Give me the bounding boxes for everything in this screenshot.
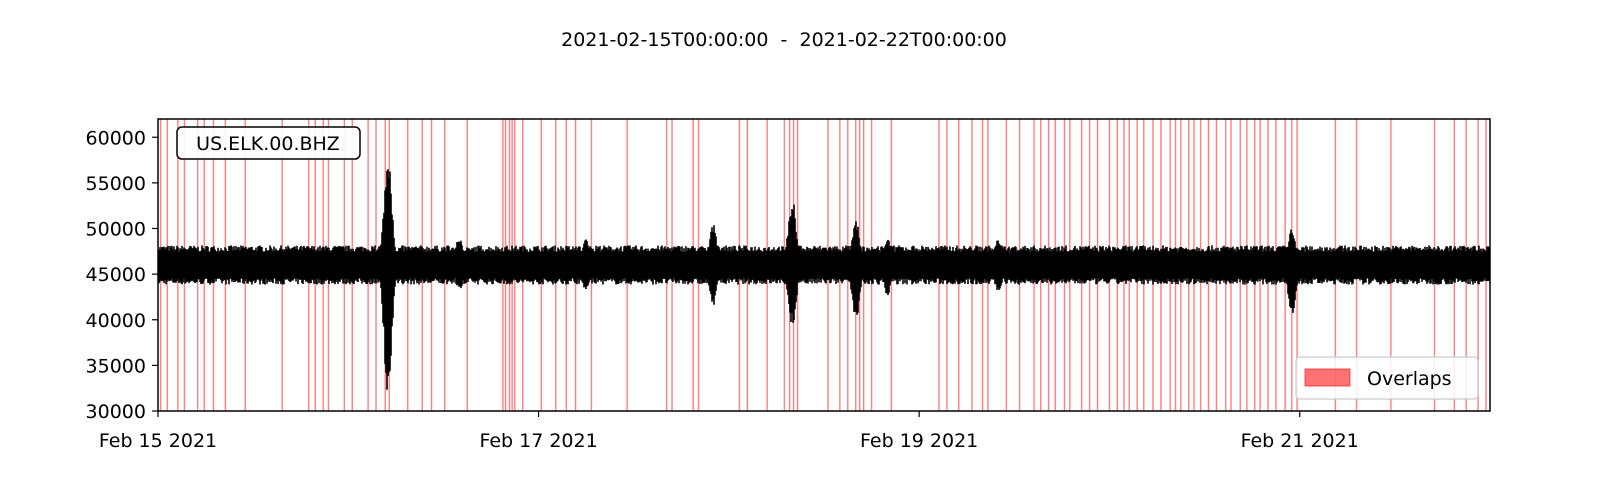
chart-title: 2021-02-15T00:00:00 - 2021-02-22T00:00:0… — [561, 29, 1007, 51]
x-tick-label: Feb 19 2021 — [860, 430, 978, 452]
trace-waveform — [158, 169, 1490, 390]
y-axis: 30000 35000 40000 45000 50000 55000 60000 — [86, 127, 158, 423]
legend: Overlaps — [1295, 356, 1479, 400]
legend-label-overlaps: Overlaps — [1367, 368, 1452, 390]
y-tick-label: 50000 — [86, 219, 146, 241]
x-tick-label: Feb 21 2021 — [1241, 430, 1359, 452]
x-tick-label: Feb 15 2021 — [99, 430, 217, 452]
x-tick-label: Feb 17 2021 — [479, 430, 597, 452]
y-tick-label: 60000 — [86, 127, 146, 149]
y-tick-label: 40000 — [86, 310, 146, 332]
y-tick-label: 45000 — [86, 264, 146, 286]
plot-frame — [157, 118, 1491, 412]
y-tick-label: 55000 — [86, 173, 146, 195]
y-tick-label: 30000 — [86, 401, 146, 423]
trace-label-box: US.ELK.00.BHZ — [176, 126, 361, 160]
seismic-trace — [158, 169, 1490, 390]
trace-label: US.ELK.00.BHZ — [196, 133, 340, 155]
y-tick-label: 35000 — [86, 355, 146, 377]
legend-swatch-overlaps — [1304, 368, 1351, 387]
x-axis: Feb 15 2021 Feb 17 2021 Feb 19 2021 Feb 21 … — [99, 411, 1359, 452]
